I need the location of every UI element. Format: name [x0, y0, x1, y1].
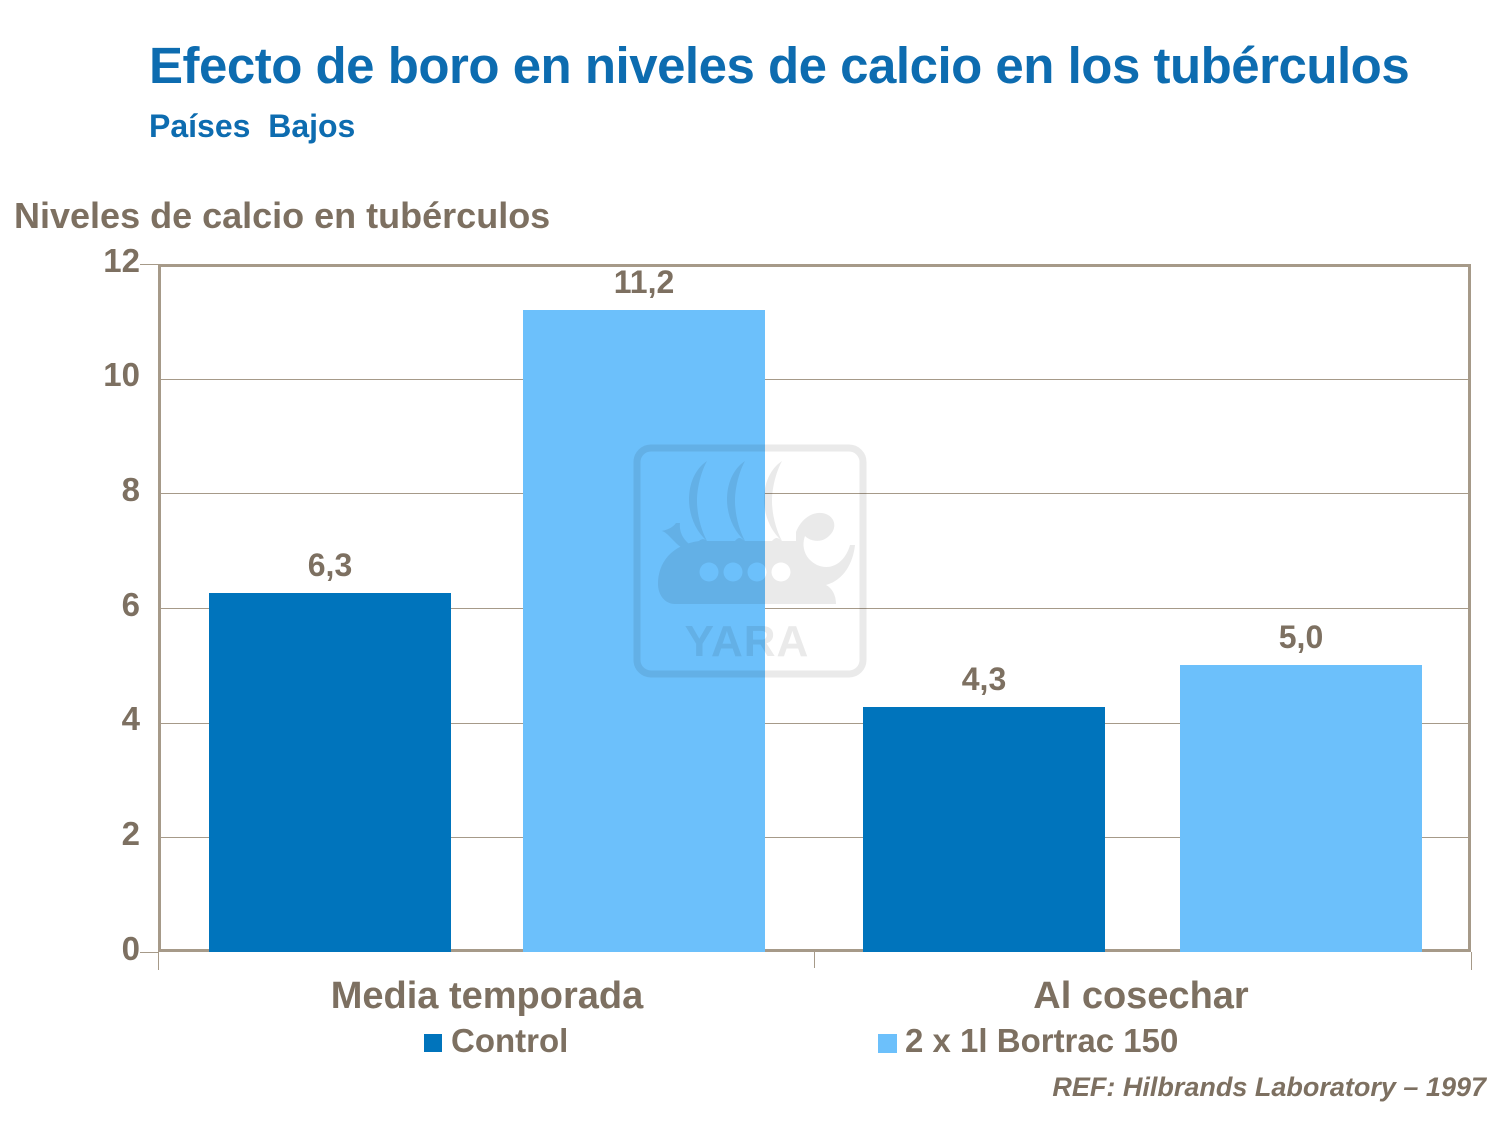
svg-text:YARA: YARA: [684, 617, 809, 666]
